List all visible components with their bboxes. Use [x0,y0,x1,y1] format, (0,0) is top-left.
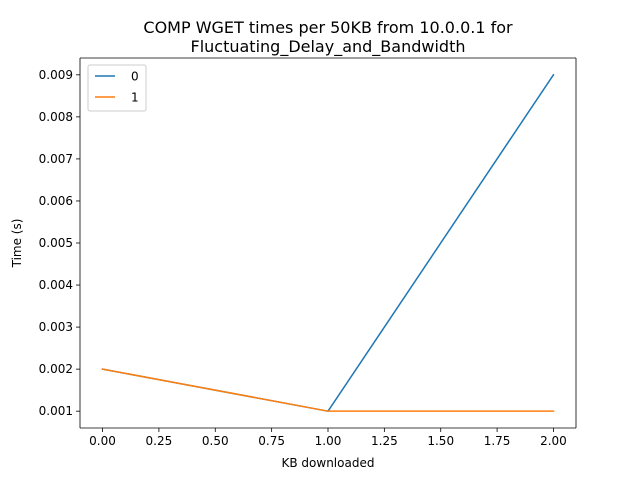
plot-area [80,58,576,428]
x-tick-label: 1.75 [484,434,511,448]
y-tick-label: 0.008 [39,110,73,124]
y-tick-label: 0.007 [39,152,73,166]
y-tick-label: 0.009 [39,68,73,82]
chart-title-line-2: Fluctuating_Delay_and_Bandwidth [190,37,466,56]
tick-marks: 0.00 0.25 0.50 0.75 1.00 1.25 1.50 1.75 2.00 0.00… [39,68,567,448]
y-tick-label: 0.006 [39,194,73,208]
y-tick-label: 0.005 [39,236,73,250]
y-tick-label: 0.003 [39,320,73,334]
series-line-1 [101,368,555,412]
x-tick-label: 0.75 [258,434,285,448]
legend-label-1: 1 [131,91,139,105]
x-tick-label: 0.00 [89,434,116,448]
series-lines [101,73,555,412]
legend-label-0: 0 [131,70,139,84]
x-tick-label: 1.50 [427,434,454,448]
x-tick-label: 2.00 [540,434,567,448]
x-tick-label: 1.25 [371,434,398,448]
y-tick-label: 0.001 [39,404,73,418]
chart-title-line-1: COMP WGET times per 50KB from 10.0.0.1 f… [143,18,513,37]
x-tick-label: 1.00 [315,434,342,448]
x-tick-label: 0.25 [146,434,173,448]
y-tick-label: 0.004 [39,278,73,292]
x-axis-label: KB downloaded [282,456,375,470]
legend: 01 [87,64,147,112]
x-tick-label: 0.50 [202,434,229,448]
y-axis-label: Time (s) [10,219,24,269]
y-tick-label: 0.002 [39,362,73,376]
